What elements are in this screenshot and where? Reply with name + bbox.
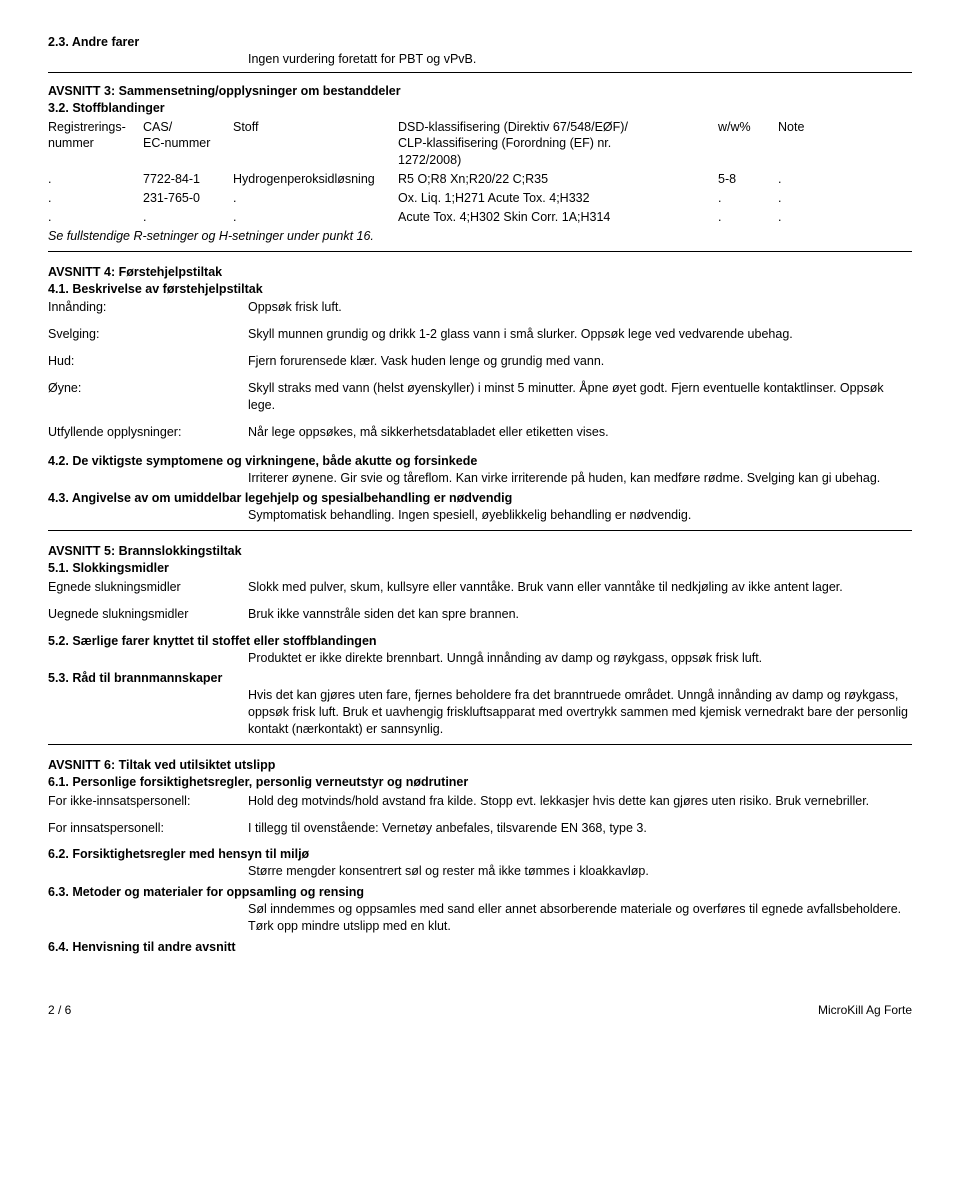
- avsnitt5-title: AVSNITT 5: Brannslokkingstiltak: [48, 543, 912, 560]
- text-6-3: Søl inndemmes og oppsamles med sand elle…: [248, 901, 912, 935]
- heading-3-2: 3.2. Stoffblandinger: [48, 100, 912, 117]
- hdr-ww: w/w%: [718, 119, 778, 172]
- label-hud: Hud:: [48, 353, 248, 370]
- cell: .: [233, 209, 398, 228]
- heading-6-3: 6.3. Metoder og materialer for oppsamlin…: [48, 884, 912, 901]
- heading-4-2: 4.2. De viktigste symptomene og virkning…: [48, 453, 912, 470]
- label-utfyllende: Utfyllende opplysninger:: [48, 424, 248, 441]
- label-innsats: For innsatspersonell:: [48, 820, 248, 837]
- heading-6-2: 6.2. Forsiktighetsregler med hensyn til …: [48, 846, 912, 863]
- divider: [48, 72, 912, 73]
- value-uegnede: Bruk ikke vannstråle siden det kan spre …: [248, 606, 912, 623]
- label-ikke-innsats: For ikke-innsatspersonell:: [48, 793, 248, 810]
- value-innsats: I tillegg til ovenstående: Vernetøy anbe…: [248, 820, 912, 837]
- cell: 7722-84-1: [143, 171, 233, 190]
- cell: .: [718, 209, 778, 228]
- divider: [48, 251, 912, 252]
- value-oyne: Skyll straks med vann (helst øyenskyller…: [248, 380, 912, 414]
- hdr-cas: CAS/ EC-nummer: [143, 119, 233, 172]
- table-header-row: Registrerings- nummer CAS/ EC-nummer Sto…: [48, 119, 912, 172]
- heading-5-2: 5.2. Særlige farer knyttet til stoffet e…: [48, 633, 912, 650]
- avsnitt4-title: AVSNITT 4: Førstehjelpstiltak: [48, 264, 912, 281]
- cell: .: [778, 171, 912, 190]
- product-name: MicroKill Ag Forte: [818, 1002, 912, 1018]
- table-row: . 231-765-0 . Ox. Liq. 1;H271 Acute Tox.…: [48, 190, 912, 209]
- heading-6-4: 6.4. Henvisning til andre avsnitt: [48, 939, 912, 956]
- cell: 231-765-0: [143, 190, 233, 209]
- cell: 5-8: [718, 171, 778, 190]
- label-egnede: Egnede slukningsmidler: [48, 579, 248, 596]
- value-utfyllende: Når lege oppsøkes, må sikkerhetsdatablad…: [248, 424, 912, 441]
- heading-2-3: 2.3. Andre farer: [48, 34, 912, 51]
- heading-4-1: 4.1. Beskrivelse av førstehjelpstiltak: [48, 281, 912, 298]
- value-ikke-innsats: Hold deg motvinds/hold avstand fra kilde…: [248, 793, 912, 810]
- hdr-klass: DSD-klassifisering (Direktiv 67/548/EØF)…: [398, 119, 718, 172]
- composition-table: Registrerings- nummer CAS/ EC-nummer Sto…: [48, 119, 912, 228]
- cell: .: [778, 190, 912, 209]
- table-row: . 7722-84-1 Hydrogenperoksidløsning R5 O…: [48, 171, 912, 190]
- hdr-stoff: Stoff: [233, 119, 398, 172]
- hdr-reg: Registrerings- nummer: [48, 119, 143, 172]
- table-row: . . . Acute Tox. 4;H302 Skin Corr. 1A;H3…: [48, 209, 912, 228]
- value-innanding: Oppsøk frisk luft.: [248, 299, 912, 316]
- cell: .: [48, 209, 143, 228]
- divider: [48, 744, 912, 745]
- cell: Ox. Liq. 1;H271 Acute Tox. 4;H332: [398, 190, 718, 209]
- hdr-note: Note: [778, 119, 912, 172]
- cell: .: [718, 190, 778, 209]
- avsnitt3-title: AVSNITT 3: Sammensetning/opplysninger om…: [48, 83, 912, 100]
- cell: .: [48, 190, 143, 209]
- label-uegnede: Uegnede slukningsmidler: [48, 606, 248, 623]
- label-svelging: Svelging:: [48, 326, 248, 343]
- cell: .: [778, 209, 912, 228]
- value-hud: Fjern forurensede klær. Vask huden lenge…: [248, 353, 912, 370]
- heading-5-1: 5.1. Slokkingsmidler: [48, 560, 912, 577]
- text-4-3: Symptomatisk behandling. Ingen spesiell,…: [248, 507, 912, 524]
- text-2-3: Ingen vurdering foretatt for PBT og vPvB…: [248, 51, 912, 68]
- label-oyne: Øyne:: [48, 380, 248, 414]
- text-4-2: Irriterer øynene. Gir svie og tåreflom. …: [248, 470, 912, 487]
- composition-footnote: Se fullstendige R-setninger og H-setning…: [48, 228, 912, 245]
- heading-4-3: 4.3. Angivelse av om umiddelbar legehjel…: [48, 490, 912, 507]
- avsnitt6-title: AVSNITT 6: Tiltak ved utilsiktet utslipp: [48, 757, 912, 774]
- cell: .: [143, 209, 233, 228]
- heading-5-3: 5.3. Råd til brannmannskaper: [48, 670, 912, 687]
- divider: [48, 530, 912, 531]
- cell: .: [48, 171, 143, 190]
- cell: .: [233, 190, 398, 209]
- page-number: 2 / 6: [48, 1002, 71, 1018]
- heading-6-1: 6.1. Personlige forsiktighetsregler, per…: [48, 774, 912, 791]
- label-innanding: Innånding:: [48, 299, 248, 316]
- value-egnede: Slokk med pulver, skum, kullsyre eller v…: [248, 579, 912, 596]
- value-svelging: Skyll munnen grundig og drikk 1-2 glass …: [248, 326, 912, 343]
- text-5-3: Hvis det kan gjøres uten fare, fjernes b…: [248, 687, 912, 738]
- cell: Acute Tox. 4;H302 Skin Corr. 1A;H314: [398, 209, 718, 228]
- text-5-2: Produktet er ikke direkte brennbart. Unn…: [248, 650, 912, 667]
- text-6-2: Større mengder konsentrert søl og rester…: [248, 863, 912, 880]
- cell: R5 O;R8 Xn;R20/22 C;R35: [398, 171, 718, 190]
- cell: Hydrogenperoksidløsning: [233, 171, 398, 190]
